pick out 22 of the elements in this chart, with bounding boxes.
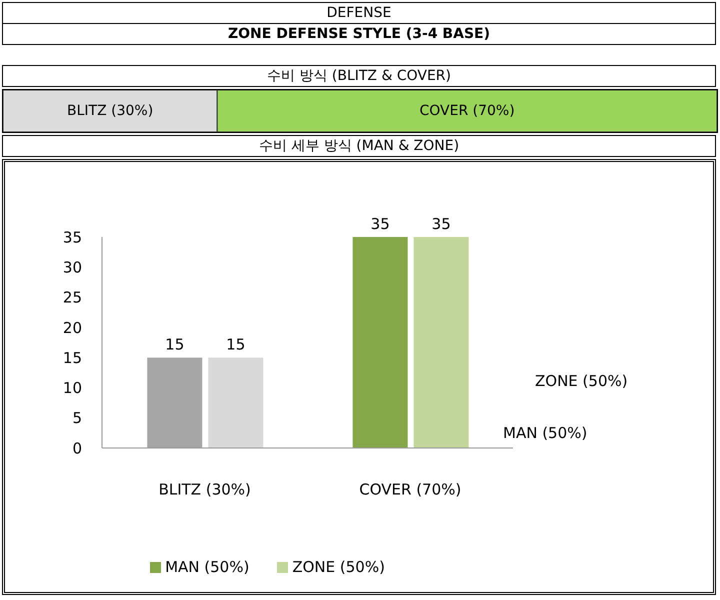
legend-label: MAN (50%) bbox=[165, 558, 250, 576]
data-label: 35 bbox=[432, 215, 451, 233]
y-tick-label: 0 bbox=[72, 439, 82, 458]
data-label: 35 bbox=[370, 215, 390, 233]
data-label: BLITZ (30%) bbox=[67, 103, 154, 119]
text: ZONE (50%) bbox=[535, 372, 628, 390]
y-tick-label: 10 bbox=[62, 379, 82, 398]
data-label: 15 bbox=[226, 336, 246, 354]
text: DEFENSE bbox=[2, 2, 716, 24]
chart-title: 수비 세부 방식 (MAN & ZONE) bbox=[2, 135, 716, 157]
y-tick-label: 25 bbox=[62, 288, 82, 307]
data-label: COVER (70%) bbox=[420, 103, 515, 119]
y-tick-label: 15 bbox=[62, 348, 82, 367]
text: ZONE DEFENSE STYLE (3-4 BASE) bbox=[2, 23, 716, 45]
y-tick-label: 5 bbox=[72, 409, 82, 428]
text: MAN (50%) bbox=[503, 424, 588, 442]
y-tick-label: 20 bbox=[62, 318, 82, 337]
y-tick-label: 30 bbox=[62, 258, 82, 276]
y-tick-label: 35 bbox=[62, 228, 82, 246]
data-label: 15 bbox=[165, 336, 184, 354]
chart-title: 수비 방식 (BLITZ & COVER) bbox=[2, 65, 716, 87]
legend-label: ZONE (50%) bbox=[292, 558, 385, 576]
